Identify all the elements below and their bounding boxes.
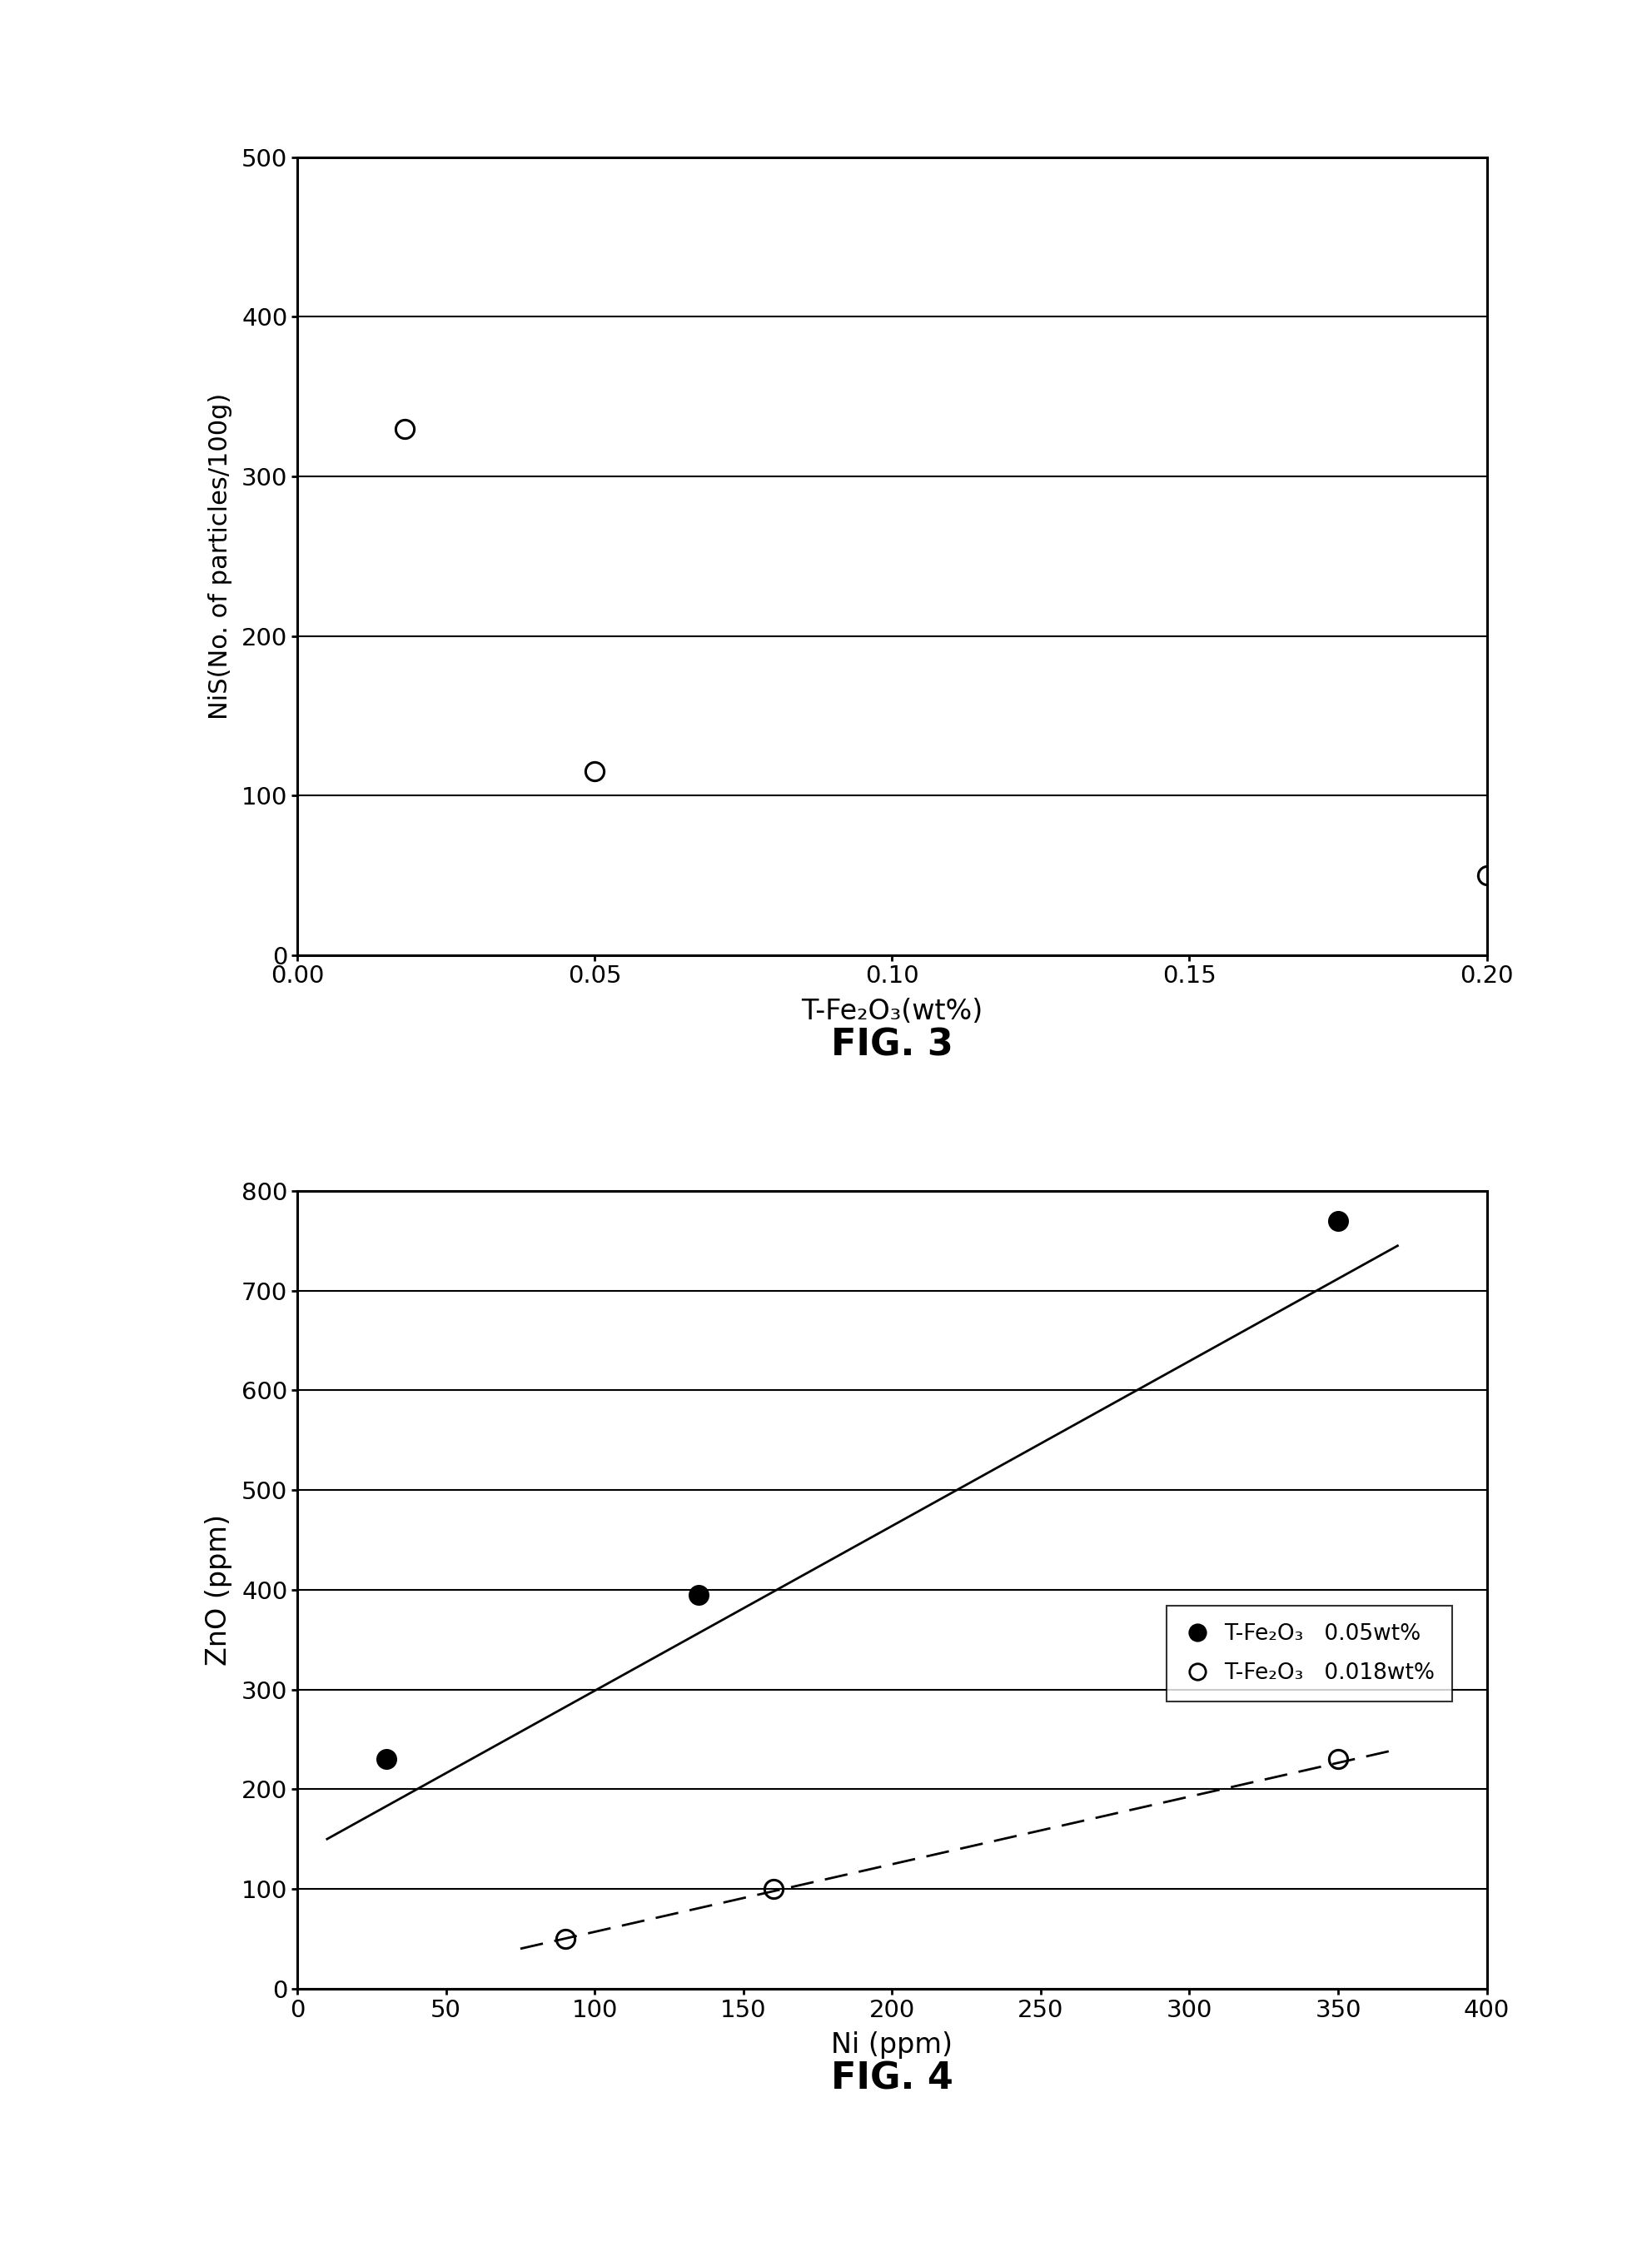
Y-axis label: NiS(No. of particles/100g): NiS(No. of particles/100g)	[208, 393, 233, 719]
Text: FIG. 3: FIG. 3	[831, 1027, 953, 1063]
Legend: T-Fe₂O₃   0.05wt%, T-Fe₂O₃   0.018wt%: T-Fe₂O₃ 0.05wt%, T-Fe₂O₃ 0.018wt%	[1166, 1607, 1452, 1701]
X-axis label: T-Fe₂O₃(wt%): T-Fe₂O₃(wt%)	[801, 998, 983, 1025]
Y-axis label: ZnO (ppm): ZnO (ppm)	[205, 1514, 233, 1665]
X-axis label: Ni (ppm): Ni (ppm)	[831, 2031, 953, 2058]
Text: FIG. 4: FIG. 4	[831, 2060, 953, 2096]
